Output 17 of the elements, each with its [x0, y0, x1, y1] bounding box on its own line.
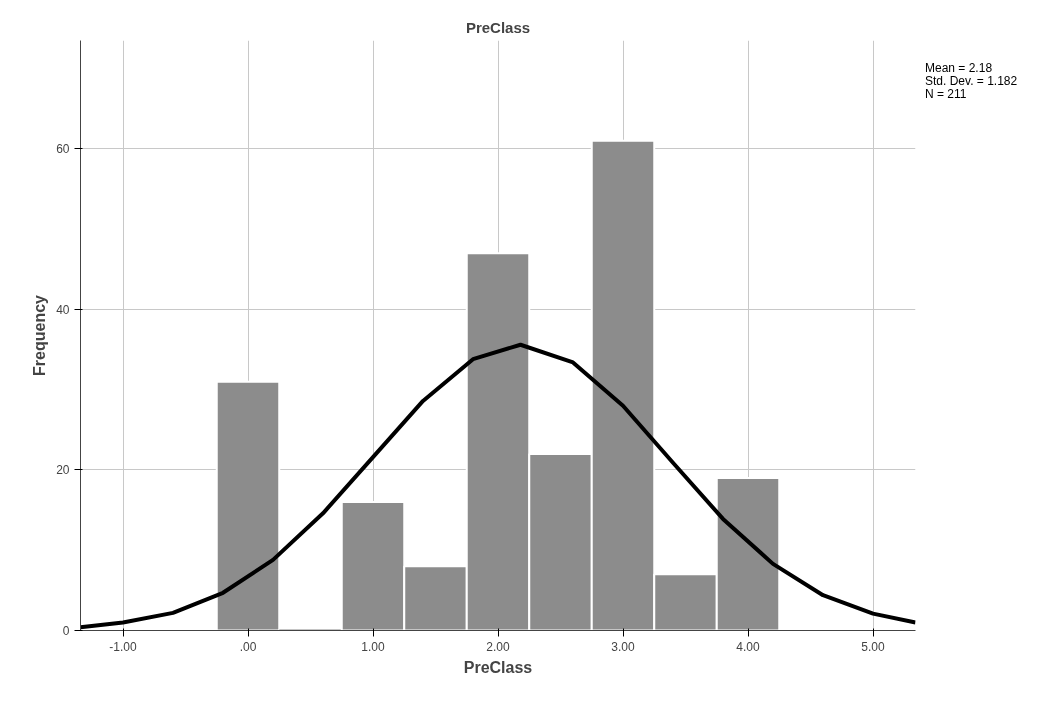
text: N = 211 [925, 87, 968, 101]
x-tick-label: 3.00 [611, 639, 635, 654]
x-tick-label: 5.00 [861, 639, 885, 654]
text: Std. Dev. = 1.182 [925, 74, 1018, 88]
x-tick-label: 4.00 [736, 639, 760, 654]
x-tick-label: -1.00 [109, 639, 137, 654]
chart-title: PreClass [465, 18, 531, 36]
x-tick-label: 1.00 [361, 639, 385, 654]
y-tick-label: 0 [62, 624, 70, 638]
x-tick-label: .00 [239, 639, 257, 654]
text: Mean = 2.18 [925, 61, 994, 75]
y-tick-label: 20 [56, 463, 70, 478]
y-tick-label: 60 [56, 142, 70, 157]
y-axis-title: Frequency [31, 294, 49, 376]
x-axis-title: PreClass [463, 658, 533, 676]
x-tick-label: 2.00 [486, 639, 510, 654]
y-tick-label: 40 [56, 302, 70, 317]
